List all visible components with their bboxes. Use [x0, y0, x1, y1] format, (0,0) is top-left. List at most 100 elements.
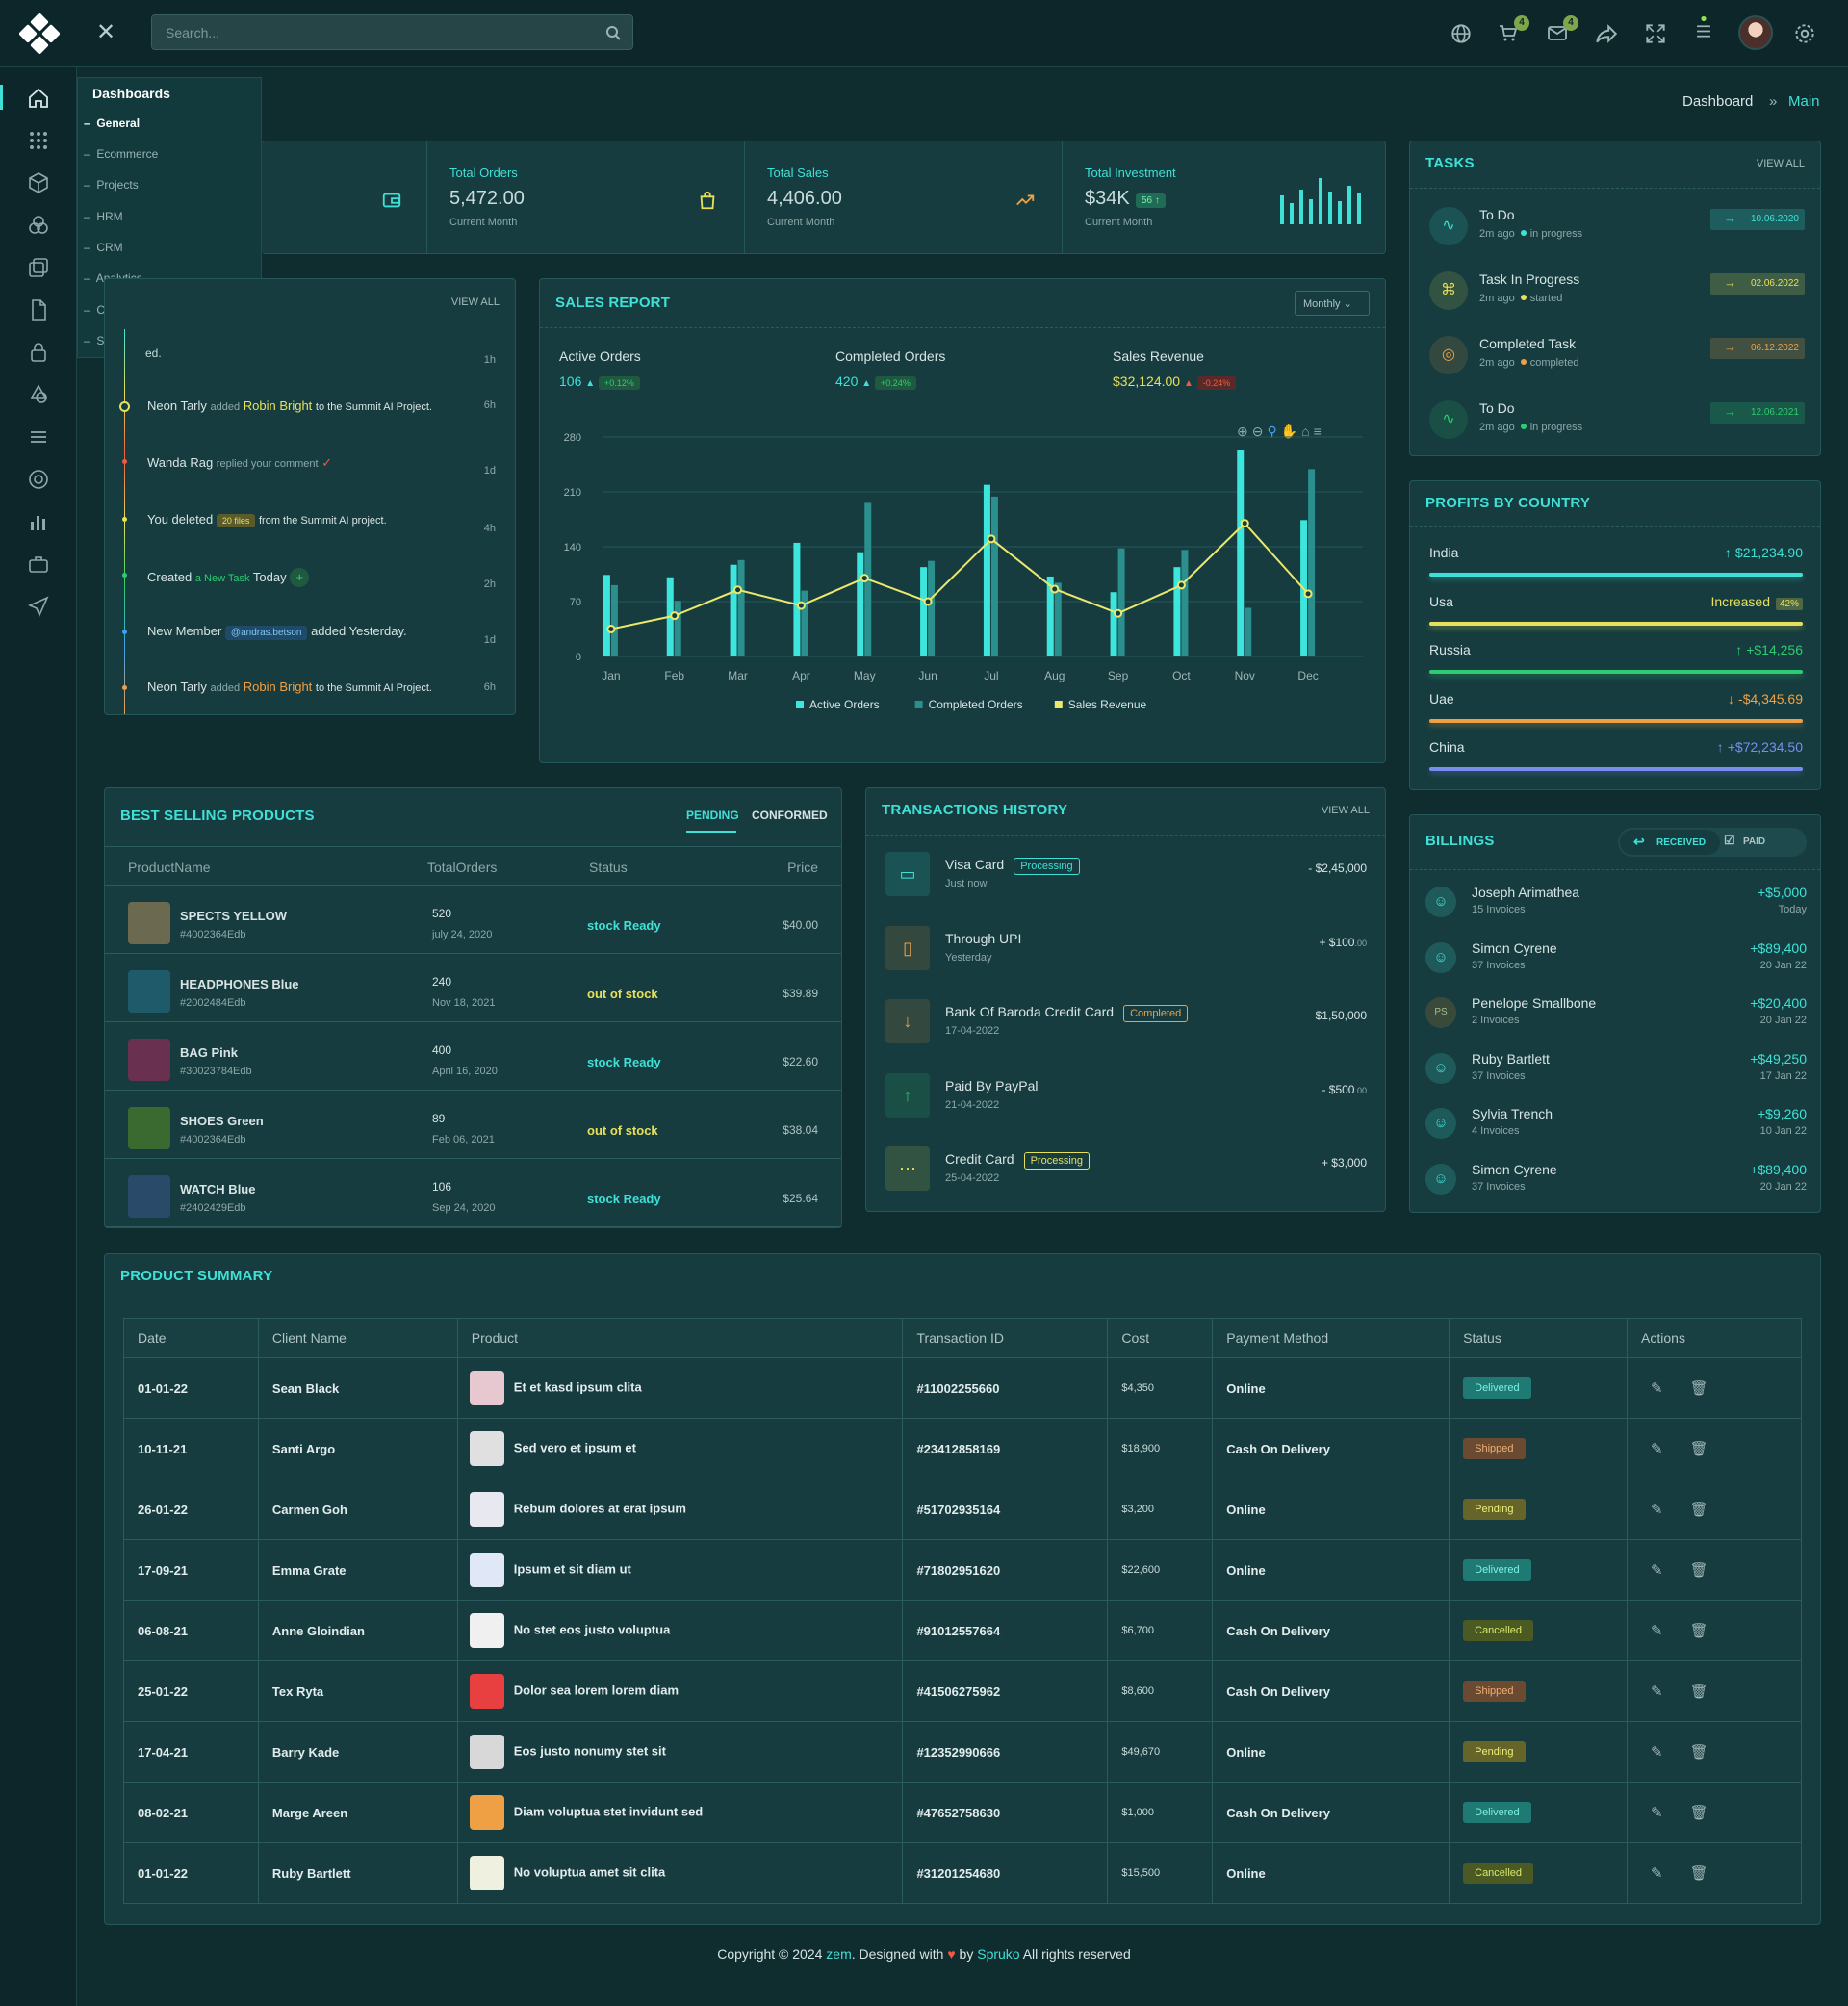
task-item[interactable]: ⌘ Task In Progress 2m ago started → 02.06.202…	[1429, 270, 1805, 316]
table-row[interactable]: 10-11-21 Santi Argo Sed vero et ipsum et #2…	[123, 1418, 1802, 1479]
task-item[interactable]: ◎ Completed Task 2m ago completed → 06.12.202…	[1429, 334, 1805, 380]
file-icon[interactable]	[27, 298, 50, 321]
search-icon[interactable]	[605, 25, 621, 40]
submenu-item-crm[interactable]: – CRM	[84, 241, 123, 254]
tasks-view-all-link[interactable]: VIEW ALL	[1756, 158, 1805, 169]
table-row[interactable]: HEADPHONES Blue #2002484Edb 240 Nov 18, 202…	[105, 954, 841, 1022]
zoom-out-icon[interactable]: ⊖	[1251, 424, 1268, 439]
activity-view-all-link[interactable]: VIEW ALL	[450, 296, 500, 308]
trash-icon[interactable]: 🗑	[1689, 1502, 1708, 1518]
submenu-item-general[interactable]: – General	[84, 116, 141, 130]
table-row[interactable]: WATCH Blue #2402429Edb 106 Sep 24, 2020 stoc…	[105, 1159, 841, 1227]
shapes-icon[interactable]	[27, 383, 50, 406]
y-tick-label: 0	[576, 652, 581, 663]
table-row[interactable]: 01-01-22 Sean Black Et et kasd ipsum clita…	[123, 1357, 1802, 1419]
table-row[interactable]: 06-08-21 Anne Gloindian No stet eos justo …	[123, 1600, 1802, 1661]
list-icon[interactable]	[27, 425, 50, 449]
trash-icon[interactable]: 🗑	[1689, 1865, 1708, 1882]
trash-icon[interactable]: 🗑	[1689, 1744, 1708, 1761]
support-icon[interactable]	[27, 468, 50, 491]
trash-icon[interactable]: 🗑	[1689, 1684, 1708, 1700]
edit-icon[interactable]: ✎	[1651, 1380, 1663, 1397]
author-link[interactable]: Spruko	[977, 1946, 1020, 1962]
table-row[interactable]: 08-02-21 Marge Areen Diam voluptua stet in…	[123, 1782, 1802, 1843]
tab-paid[interactable]: ☑ PAID	[1724, 833, 1766, 847]
send-icon[interactable]	[27, 595, 50, 618]
search-input[interactable]: Search...	[151, 14, 633, 50]
transactions-view-all-link[interactable]: VIEW ALL	[1321, 805, 1370, 816]
edit-icon[interactable]: ✎	[1651, 1502, 1663, 1518]
billing-item[interactable]: PS Penelope Smallbone 2 Invoices +$20,400 20…	[1425, 993, 1807, 1038]
magnify-icon[interactable]: ⚲	[1267, 424, 1281, 439]
billing-item[interactable]: ☺ Ruby Bartlett 37 Invoices +$49,250 17 Jan …	[1425, 1049, 1807, 1093]
billing-item[interactable]: ☺ Joseph Arimathea 15 Invoices +$5,000 Today	[1425, 883, 1807, 927]
reset-home-icon[interactable]: ⌂	[1301, 424, 1314, 439]
edit-icon[interactable]: ✎	[1651, 1865, 1663, 1882]
trash-icon[interactable]: 🗑	[1689, 1805, 1708, 1821]
trash-icon[interactable]: 🗑	[1689, 1562, 1708, 1579]
zoom-in-icon[interactable]: ⊕	[1237, 424, 1252, 439]
submenu-item-ecommerce[interactable]: – Ecommerce	[84, 147, 159, 161]
billing-item[interactable]: ☺ Simon Cyrene 37 Invoices +$89,400 20 Jan 2…	[1425, 1160, 1807, 1204]
apps-grid-icon[interactable]	[27, 129, 50, 152]
trash-icon[interactable]: 🗑	[1689, 1623, 1708, 1639]
layers-icon[interactable]	[27, 256, 50, 279]
period-dropdown[interactable]: Monthly ⌄	[1295, 291, 1370, 316]
trash-icon[interactable]: 🗑	[1689, 1380, 1708, 1397]
share-icon[interactable]	[1594, 21, 1619, 46]
fullscreen-icon[interactable]	[1643, 21, 1668, 46]
transaction-item[interactable]: ⋯ Credit Card Processing 25-04-2022 + $3,000	[886, 1146, 1367, 1195]
bar-chart-icon[interactable]	[27, 510, 50, 533]
submenu-item-projects[interactable]: – Projects	[84, 178, 139, 192]
task-date-badge[interactable]: → 02.06.2022	[1710, 273, 1805, 295]
pan-icon[interactable]: ✋	[1280, 424, 1302, 439]
notification-menu-icon[interactable]	[1691, 15, 1716, 40]
home-icon[interactable]	[27, 87, 50, 110]
globe-icon[interactable]	[1449, 21, 1474, 46]
edit-icon[interactable]: ✎	[1651, 1684, 1663, 1700]
brand-link[interactable]: zem	[826, 1946, 852, 1962]
tab-pending[interactable]: PENDING	[686, 809, 739, 822]
table-row[interactable]: 25-01-22 Tex Ryta Dolor sea lorem lorem di…	[123, 1660, 1802, 1722]
billing-item[interactable]: ☺ Sylvia Trench 4 Invoices +$9,260 10 Jan 22	[1425, 1104, 1807, 1148]
edit-icon[interactable]: ✎	[1651, 1744, 1663, 1761]
edit-icon[interactable]: ✎	[1651, 1805, 1663, 1821]
transaction-item[interactable]: ▯ Through UPI Yesterday + $100.00	[886, 925, 1367, 974]
close-menu-icon[interactable]: ✕	[95, 19, 116, 45]
edit-icon[interactable]: ✎	[1651, 1623, 1663, 1639]
task-date-badge[interactable]: → 10.06.2020	[1710, 209, 1805, 230]
task-date-badge[interactable]: → 06.12.2022	[1710, 338, 1805, 359]
transaction-item[interactable]: ▭ Visa Card Processing Just now - $2,45,000	[886, 852, 1367, 900]
billing-item[interactable]: ☺ Simon Cyrene 37 Invoices +$89,400 20 Jan 2…	[1425, 939, 1807, 983]
table-row[interactable]: SPECTS YELLOW #4002364Edb 520 july 24, 2020…	[105, 886, 841, 954]
tab-conformed[interactable]: CONFORMED	[752, 809, 828, 822]
avatar[interactable]	[1738, 15, 1773, 50]
lock-icon[interactable]	[27, 341, 50, 364]
edit-icon[interactable]: ✎	[1651, 1441, 1663, 1457]
task-item[interactable]: ∿ To Do 2m ago in progress → 10.06.2020	[1429, 205, 1805, 251]
chart-menu-icon[interactable]: ≡	[1313, 424, 1325, 439]
edit-icon[interactable]: ✎	[1651, 1562, 1663, 1579]
table-row[interactable]: BAG Pink #30023784Edb 400 April 16, 2020 sto…	[105, 1022, 841, 1091]
add-task-icon[interactable]: +	[290, 568, 310, 587]
table-row[interactable]: 17-04-21 Barry Kade Eos justo nonumy stet …	[123, 1721, 1802, 1783]
gear-icon[interactable]	[1792, 21, 1817, 46]
logo-icon[interactable]	[19, 13, 60, 54]
breadcrumb-parent[interactable]: Dashboard	[1682, 93, 1754, 110]
task-date-badge[interactable]: → 12.06.2021	[1710, 402, 1805, 424]
table-row[interactable]: 17-09-21 Emma Grate Ipsum et sit diam ut #7…	[123, 1539, 1802, 1601]
tab-received[interactable]: ↩ RECEIVED	[1620, 830, 1720, 855]
table-row[interactable]: 01-01-22 Ruby Bartlett No voluptua amet si…	[123, 1842, 1802, 1904]
task-item[interactable]: ∿ To Do 2m ago in progress → 12.06.2021	[1429, 399, 1805, 445]
table-row[interactable]: 26-01-22 Carmen Goh Rebum dolores at erat …	[123, 1479, 1802, 1540]
table-row[interactable]: SHOES Green #4002364Edb 89 Feb 06, 2021 out …	[105, 1091, 841, 1159]
briefcase-icon[interactable]	[27, 553, 50, 576]
trash-icon[interactable]: 🗑	[1689, 1441, 1708, 1457]
mail-button[interactable]: 4	[1546, 15, 1578, 46]
components-icon[interactable]	[27, 214, 50, 237]
cube-icon[interactable]	[27, 171, 50, 194]
transaction-item[interactable]: ↑ Paid By PayPal 21-04-2022 - $500.00	[886, 1072, 1367, 1121]
cart-button[interactable]: 4	[1497, 15, 1529, 46]
submenu-item-hrm[interactable]: – HRM	[84, 210, 123, 223]
transaction-item[interactable]: ↓ Bank Of Baroda Credit Card Completed 17-0…	[886, 999, 1367, 1047]
